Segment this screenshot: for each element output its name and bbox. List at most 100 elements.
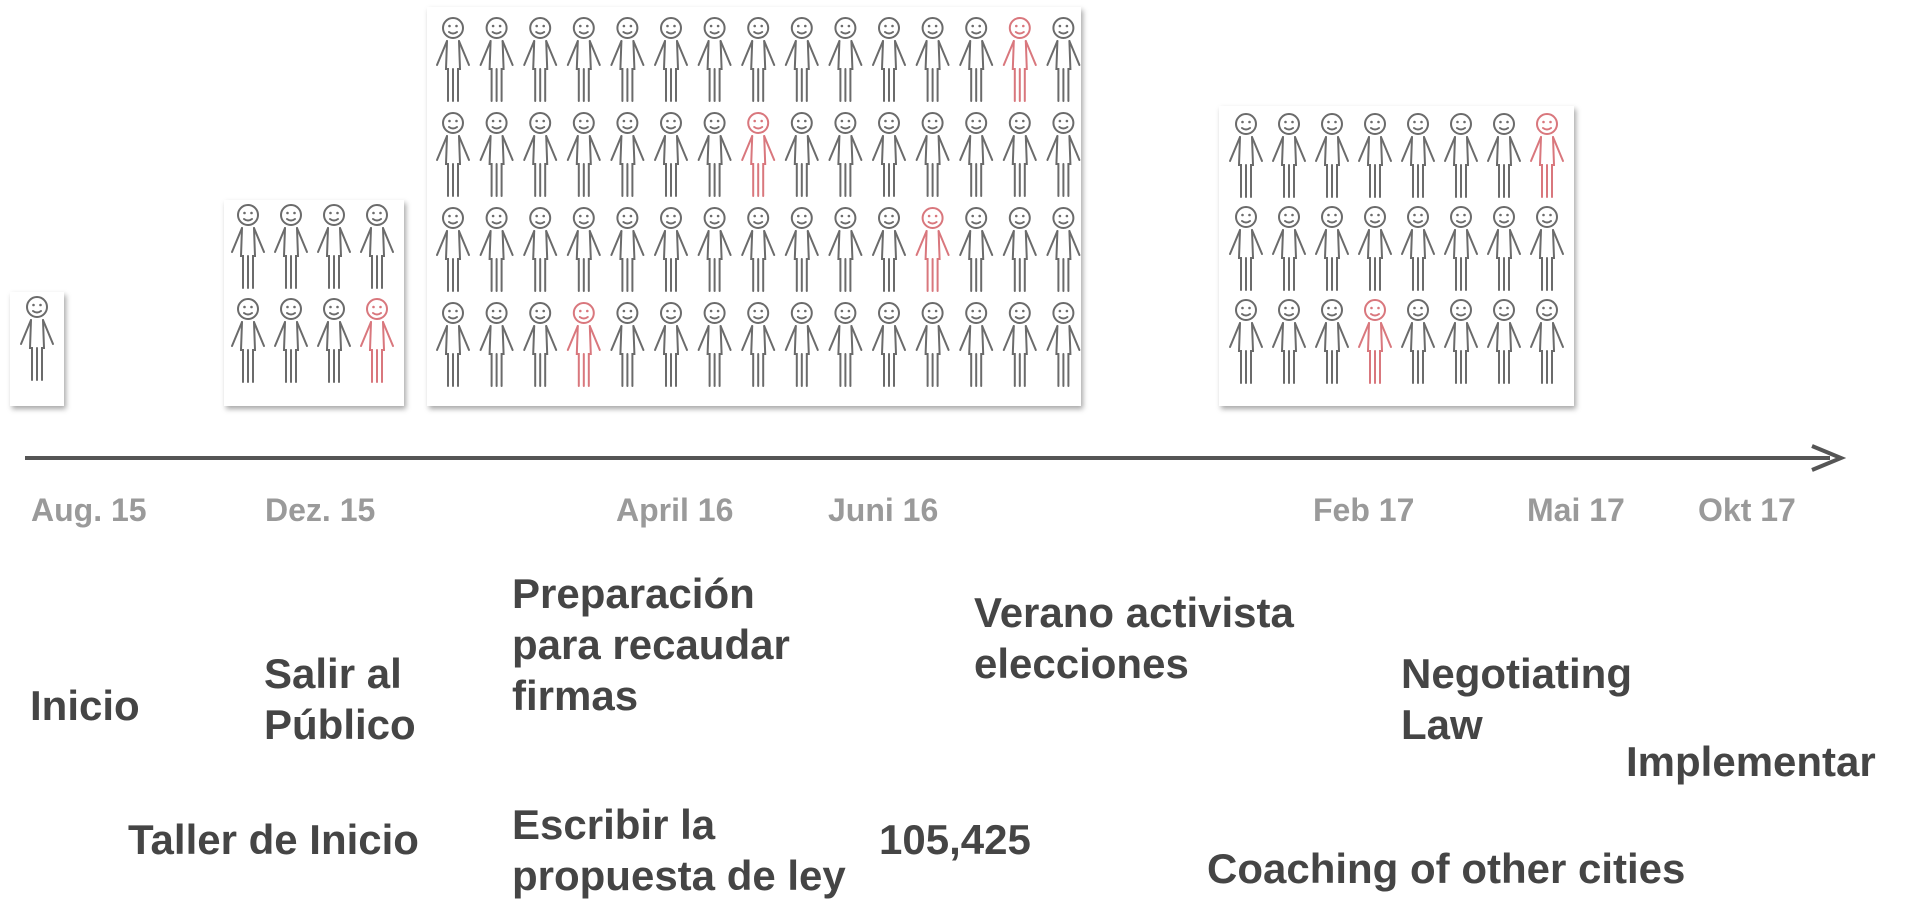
stick-figure [1359,207,1391,290]
stick-figure [437,18,469,101]
stick-figure [1273,300,1305,383]
stick-figure [1402,207,1434,290]
stick-figure [318,205,350,288]
stick-figure [361,299,393,382]
stick-figure [275,299,307,382]
stick-figure [655,208,687,291]
stick-figure [742,208,774,291]
stick-figure [568,208,600,291]
stick-figure [361,205,393,288]
stick-figure [1047,303,1079,386]
stick-figure [232,299,264,382]
stick-figure [1402,114,1434,197]
stick-figure [742,18,774,101]
stick-figure [873,113,905,196]
stick-figure [1531,300,1563,383]
milestone-label: Escribir la propuesta de ley [512,799,912,901]
stick-figure [437,303,469,386]
stick-figure [699,208,731,291]
stick-figure [275,205,307,288]
stick-figure [611,18,643,101]
stick-figure [1488,114,1520,197]
stick-figure [568,113,600,196]
stick-figure [917,208,949,291]
stick-figure [917,303,949,386]
date-label: Feb 17 [1313,492,1414,529]
date-label: Mai 17 [1527,492,1625,529]
stick-figure [829,18,861,101]
stick-figure [655,303,687,386]
milestone-label: Coaching of other cities [1207,843,1685,894]
stick-figure [960,113,992,196]
date-label: April 16 [616,492,733,529]
stick-figure [1488,300,1520,383]
stick-figure [786,303,818,386]
stick-figure [1359,300,1391,383]
stick-figure [481,208,513,291]
stick-figure [873,18,905,101]
stick-figure [568,303,600,386]
stick-figure [742,303,774,386]
date-label: Okt 17 [1698,492,1796,529]
stick-figure [786,208,818,291]
stick-figure [1531,207,1563,290]
stick-figure [437,208,469,291]
stick-figure [1273,207,1305,290]
stick-figure [917,113,949,196]
stick-figure [829,208,861,291]
stick-figure [611,113,643,196]
stick-figure [568,18,600,101]
stick-figure [655,113,687,196]
figure-group [21,18,1563,386]
stick-figure [699,18,731,101]
date-label: Aug. 15 [31,492,147,529]
stick-figure [21,297,53,380]
phase-label: Implementar [1626,736,1926,787]
stick-figure [655,18,687,101]
stick-figure [1004,18,1036,101]
stick-figure [1316,207,1348,290]
stick-figure [829,303,861,386]
stick-figure [829,113,861,196]
stick-figure [232,205,264,288]
stick-figure [1047,18,1079,101]
stick-figure [481,113,513,196]
phase-label: Salir al Público [264,648,464,750]
stick-figure [1316,114,1348,197]
stick-figure [1230,114,1262,197]
stick-figure [1445,114,1477,197]
stick-figure [1445,300,1477,383]
stick-figure [1359,114,1391,197]
stick-figure [873,208,905,291]
stick-figure [611,208,643,291]
stick-figure [1004,113,1036,196]
phase-label: Verano activista elecciones [974,587,1364,689]
stick-figure [1004,208,1036,291]
stick-figure [1047,208,1079,291]
stick-figure [786,18,818,101]
stick-figure [699,303,731,386]
stick-figure [524,208,556,291]
stick-figure [437,113,469,196]
stick-figure [318,299,350,382]
milestone-label: 105,425 [879,814,1031,865]
date-label: Juni 16 [828,492,938,529]
stick-figure [1004,303,1036,386]
stick-figure [524,113,556,196]
stick-figure [481,303,513,386]
stick-figure [699,113,731,196]
stick-figure [524,18,556,101]
stick-figure [917,18,949,101]
stick-figure [786,113,818,196]
stick-figure [1230,300,1262,383]
stick-figure [1230,207,1262,290]
stick-figure [1402,300,1434,383]
phase-label: Preparación para recaudar firmas [512,568,852,722]
stick-figure [1531,114,1563,197]
stick-figure [1047,113,1079,196]
milestone-label: Taller de Inicio [128,814,419,865]
stick-figure [611,303,643,386]
stick-figure [742,113,774,196]
stick-figure [960,18,992,101]
phase-label: Inicio [30,680,210,731]
